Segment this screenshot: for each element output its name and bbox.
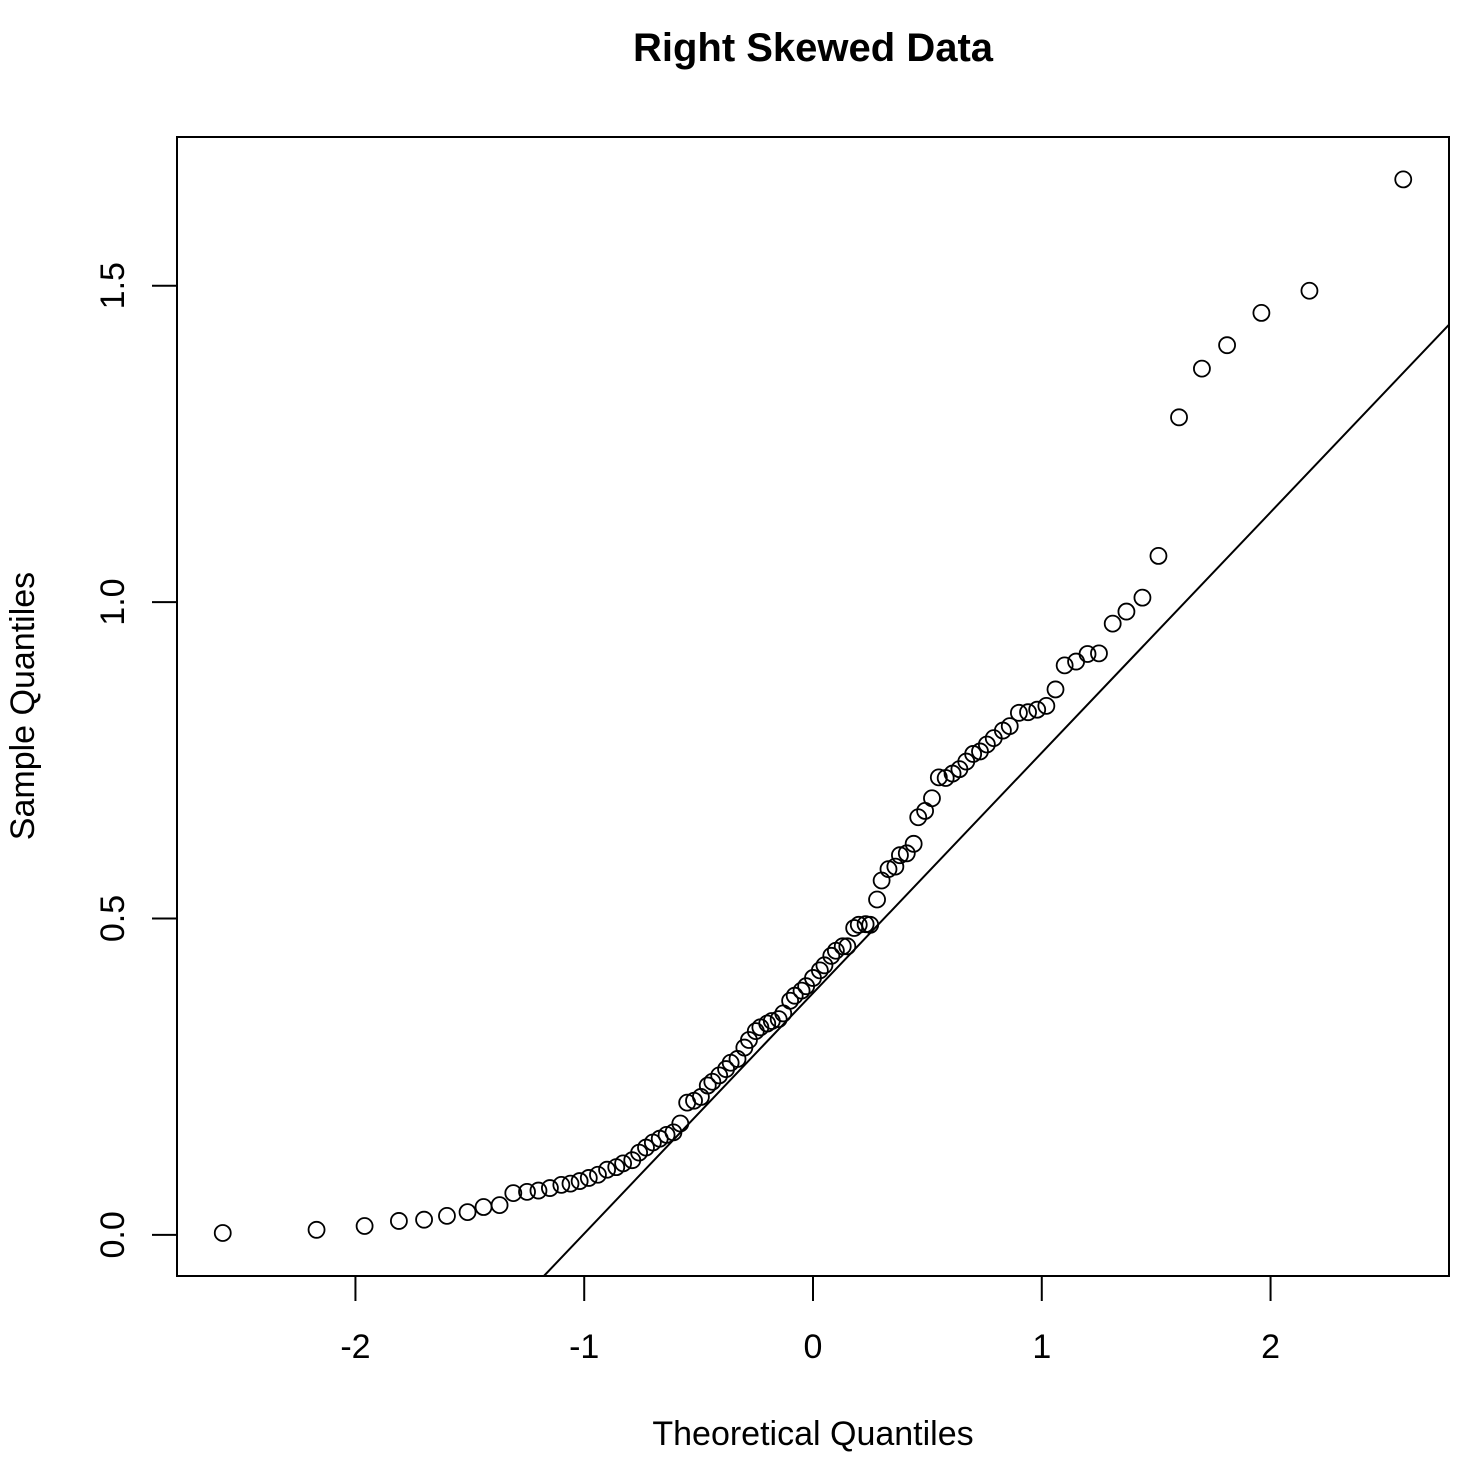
data-point (671, 1114, 690, 1133)
y-tick-label: 0.5 (94, 895, 132, 942)
x-tick-label: -1 (569, 1328, 599, 1366)
data-point (1046, 680, 1065, 699)
data-point (614, 1154, 633, 1173)
data-point (1394, 170, 1413, 189)
data-point (1019, 703, 1037, 722)
data-point (740, 1031, 758, 1049)
data-point (589, 1165, 607, 1184)
data-point (458, 1203, 477, 1221)
data-point (838, 937, 857, 956)
reference-line (543, 323, 1450, 1277)
data-point (1117, 602, 1136, 621)
y-axis: 0.0 0.5 1.0 1.5 (94, 262, 178, 1259)
data-point (1133, 588, 1152, 607)
data-point (570, 1172, 589, 1190)
data-point (355, 1217, 374, 1235)
data-point (561, 1174, 580, 1193)
data-point (1149, 546, 1168, 565)
y-axis-label: Sample Quantiles (4, 572, 42, 840)
data-point (909, 808, 928, 827)
data-point (552, 1175, 571, 1194)
x-axis: -2 -1 0 1 2 (340, 1275, 1280, 1366)
data-point (541, 1179, 559, 1197)
data-point (598, 1160, 617, 1179)
data-point (213, 1224, 232, 1242)
data-point (1028, 700, 1047, 719)
x-axis-label: Theoretical Quantiles (652, 1415, 973, 1453)
data-point (529, 1181, 548, 1200)
data-point (703, 1072, 722, 1091)
data-point (438, 1206, 456, 1225)
data-point (833, 937, 852, 956)
data-point (792, 981, 811, 1000)
data-point (1300, 281, 1319, 300)
data-point (664, 1123, 683, 1142)
data-point (849, 915, 868, 934)
y-tick-label: 1.0 (94, 578, 132, 625)
data-point (1193, 359, 1211, 378)
data-point (1218, 336, 1236, 355)
data-point (897, 844, 916, 863)
data-point (769, 1010, 788, 1028)
data-point (518, 1182, 536, 1201)
data-point (810, 961, 829, 980)
data-point (504, 1184, 523, 1203)
reference-line-layer (543, 323, 1450, 1277)
data-point (390, 1212, 408, 1230)
data-point (1000, 717, 1019, 736)
data-point (710, 1066, 729, 1085)
data-point (1078, 645, 1097, 663)
data-point (1090, 644, 1108, 663)
chart-title: Right Skewed Data (633, 26, 994, 70)
data-point (971, 742, 989, 761)
y-tick-label: 0.0 (94, 1211, 132, 1258)
data-point (929, 768, 948, 787)
data-point (1009, 703, 1028, 722)
data-point (868, 890, 886, 909)
data-point (579, 1169, 598, 1187)
data-point (977, 735, 996, 754)
data-point (891, 846, 909, 865)
x-tick-label: 0 (804, 1328, 823, 1366)
data-point (822, 946, 841, 965)
data-point (1252, 304, 1271, 322)
y-tick-label: 1.5 (94, 262, 132, 309)
data-point (1037, 696, 1056, 715)
points-layer (213, 170, 1413, 1242)
data-point (1055, 656, 1074, 675)
data-point (307, 1220, 326, 1239)
x-tick-label: 1 (1032, 1328, 1051, 1366)
data-point (415, 1210, 433, 1229)
data-point (781, 991, 800, 1010)
data-point (815, 956, 834, 975)
data-point (490, 1196, 509, 1215)
data-point (1103, 614, 1122, 633)
data-point (698, 1076, 717, 1095)
data-point (923, 789, 941, 808)
data-point (1170, 408, 1188, 427)
x-tick-label: -2 (340, 1328, 370, 1366)
x-tick-label: 2 (1261, 1328, 1280, 1366)
data-point (904, 834, 923, 853)
data-point (886, 857, 905, 876)
data-point (861, 915, 880, 934)
